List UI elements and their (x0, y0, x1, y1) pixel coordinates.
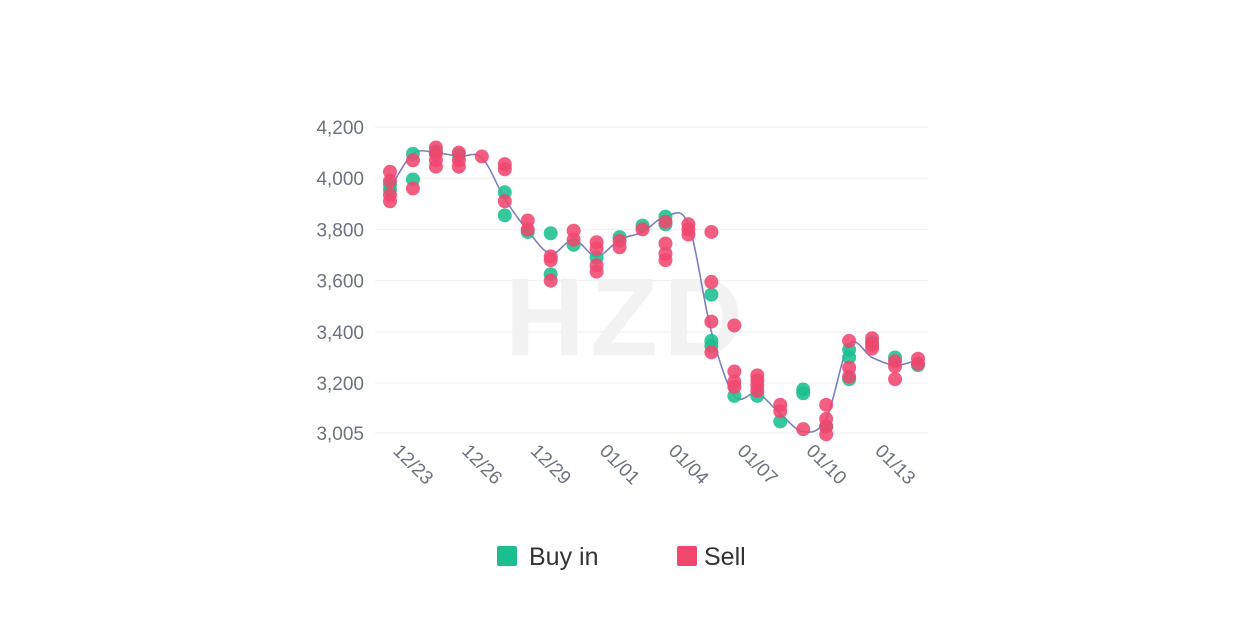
sell-point[interactable] (681, 227, 696, 242)
sell-point[interactable] (405, 153, 420, 168)
legend-item-sell[interactable]: Sell (677, 543, 746, 571)
buy-in-point[interactable] (497, 208, 512, 223)
y-tick-label: 4,200 (316, 118, 364, 139)
sell-point[interactable] (658, 214, 673, 229)
sell-point[interactable] (888, 372, 903, 387)
sell-point[interactable] (704, 314, 719, 329)
sell-point[interactable] (842, 369, 857, 384)
legend-swatch-sell (677, 546, 697, 566)
x-tick-label: 12/23 (388, 441, 436, 489)
legend-item-buy-in[interactable]: Buy in (497, 543, 598, 571)
sell-point[interactable] (566, 232, 581, 247)
sell-point[interactable] (796, 422, 811, 437)
y-tick-label: 4,000 (316, 169, 364, 190)
x-tick-label: 01/04 (664, 441, 713, 490)
y-tick-label: 3,800 (316, 220, 364, 241)
legend-swatch-buy-in (497, 546, 517, 566)
sell-point[interactable] (727, 364, 742, 379)
sell-point[interactable] (888, 359, 903, 374)
sell-point[interactable] (474, 149, 489, 164)
x-axis: 12/23 12/26 12/29 01/01 01/04 01/07 01/10 01/13 (388, 441, 919, 490)
y-axis: 4,200 4,000 3,800 3,600 3,400 3,200 3,005 (316, 118, 364, 445)
x-tick-label: 12/26 (457, 441, 505, 489)
sell-point[interactable] (589, 241, 604, 256)
sell-point[interactable] (865, 341, 880, 356)
x-tick-label: 01/10 (802, 441, 850, 489)
sell-point[interactable] (589, 264, 604, 279)
buy-in-point[interactable] (842, 350, 857, 365)
sell-point[interactable] (727, 318, 742, 333)
sell-point[interactable] (383, 194, 397, 209)
sell-point[interactable] (727, 379, 742, 394)
x-tick-label: 01/13 (871, 441, 919, 489)
buy-in-point[interactable] (543, 226, 558, 241)
y-tick-label: 3,600 (316, 272, 364, 293)
sell-point[interactable] (704, 224, 719, 239)
sell-point[interactable] (612, 240, 627, 255)
sell-point[interactable] (750, 383, 765, 398)
legend-label-sell: Sell (704, 543, 746, 571)
sell-point[interactable] (704, 274, 719, 289)
sell-point[interactable] (405, 181, 420, 196)
sell-point[interactable] (497, 162, 512, 177)
sell-point[interactable] (819, 397, 834, 412)
y-tick-label: 3,200 (316, 374, 364, 395)
buy-in-point[interactable] (773, 414, 788, 429)
sell-point[interactable] (911, 356, 925, 371)
points-layer (383, 140, 925, 442)
gridlines (375, 126, 928, 434)
sell-point[interactable] (497, 194, 512, 209)
sell-point[interactable] (842, 333, 857, 348)
x-tick-label: 01/07 (733, 441, 781, 489)
x-tick-label: 12/29 (526, 441, 574, 489)
sell-point[interactable] (658, 236, 673, 251)
sell-point[interactable] (520, 222, 535, 237)
sell-point[interactable] (451, 159, 466, 174)
legend: Buy in Sell (497, 543, 746, 571)
sell-point[interactable] (819, 427, 834, 442)
sell-point[interactable] (635, 222, 650, 237)
sell-point[interactable] (428, 159, 443, 174)
sell-point[interactable] (704, 345, 719, 360)
sell-point[interactable] (773, 404, 788, 419)
sell-point[interactable] (658, 253, 673, 268)
sell-point[interactable] (383, 173, 397, 188)
y-tick-label: 3,400 (316, 323, 364, 344)
y-tick-label: 3,005 (316, 424, 364, 445)
legend-label-buy-in: Buy in (529, 543, 598, 571)
x-tick-label: 01/01 (595, 441, 643, 489)
sell-point[interactable] (543, 253, 558, 268)
buy-in-point[interactable] (704, 287, 719, 302)
sell-point[interactable] (543, 273, 558, 288)
buy-in-point[interactable] (796, 386, 811, 401)
